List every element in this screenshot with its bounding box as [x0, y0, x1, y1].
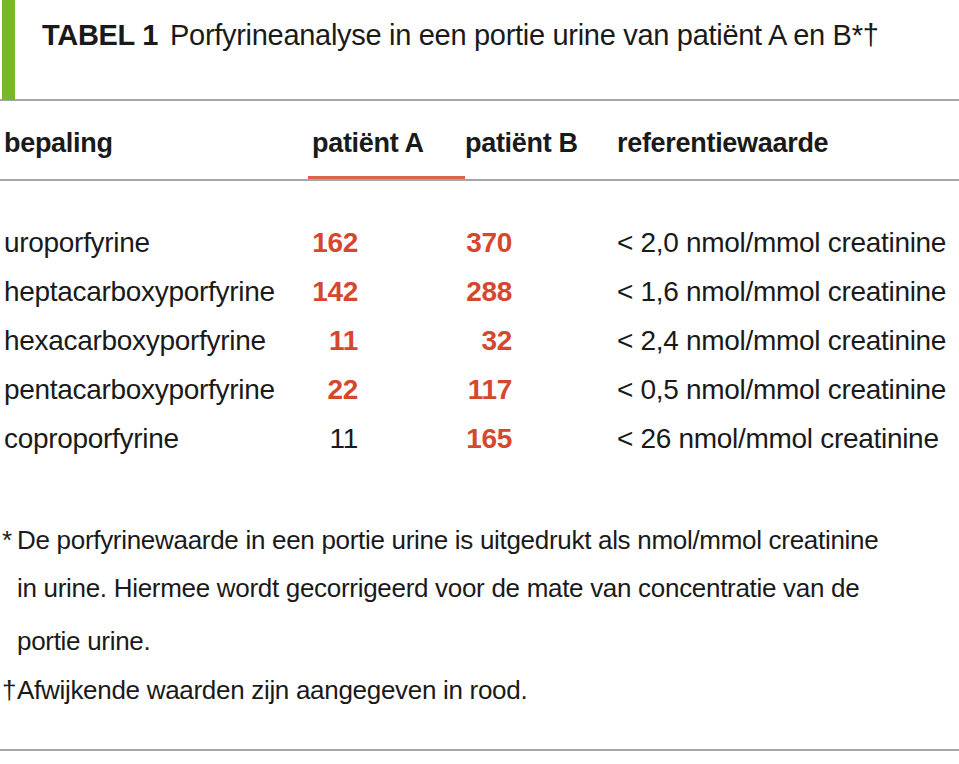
table-number: TABEL 1 — [42, 19, 158, 51]
patient-a-red-underline — [308, 176, 465, 179]
row-label: uroporfyrine — [4, 218, 150, 267]
accent-bar — [2, 0, 15, 100]
table-title: TABEL 1 Porfyrineanalyse in een portie ur… — [42, 12, 878, 58]
row-label: heptacarboxyporfyrine — [4, 267, 275, 316]
footnote-line: in urine. Hiermee wordt gecorrigeerd voo… — [2, 564, 957, 612]
patient-b-value: 117 — [392, 365, 512, 414]
reference-value: < 26 nmol/mmol creatinine — [617, 414, 939, 463]
footnote-line: † Afwijkende waarden zijn aangegeven in … — [2, 666, 957, 714]
table-caption: Porfyrineanalyse in een portie urine van… — [170, 19, 878, 51]
patient-a-value: 11 — [238, 316, 358, 365]
patient-b-value: 32 — [392, 316, 512, 365]
column-header-referentiewaarde: referentiewaarde — [617, 120, 828, 166]
patient-a-value: 162 — [238, 218, 358, 267]
row-label: pentacarboxyporfyrine — [4, 365, 275, 414]
patient-a-value: 11 — [238, 414, 358, 463]
column-header-patient-a: patiënt A — [312, 120, 424, 166]
footnote-text: in urine. Hiermee wordt gecorrigeerd voo… — [2, 564, 859, 612]
table-row: heptacarboxyporfyrine 142 288 < 1,6 nmol… — [0, 267, 959, 316]
reference-value: < 0,5 nmol/mmol creatinine — [617, 365, 946, 414]
row-label: coproporfyrine — [4, 414, 179, 463]
patient-b-value: 370 — [392, 218, 512, 267]
footnote-dagger-marker: † — [2, 666, 16, 714]
patient-b-value: 165 — [392, 414, 512, 463]
table-row: coproporfyrine 11 165 < 26 nmol/mmol cre… — [0, 414, 959, 463]
table-row: hexacarboxyporfyrine 11 32 < 2,4 nmol/mm… — [0, 316, 959, 365]
footnote-line: portie urine. — [2, 617, 957, 665]
header-divider — [0, 179, 959, 181]
table-row: pentacarboxyporfyrine 22 117 < 0,5 nmol/… — [0, 365, 959, 414]
patient-a-value: 22 — [238, 365, 358, 414]
table-row: uroporfyrine 162 370 < 2,0 nmol/mmol cre… — [0, 218, 959, 267]
reference-value: < 2,0 nmol/mmol creatinine — [617, 218, 946, 267]
row-label: hexacarboxyporfyrine — [4, 316, 266, 365]
footnote-asterisk-marker: * — [2, 516, 12, 564]
table-figure: TABEL 1 Porfyrineanalyse in een portie ur… — [0, 0, 959, 764]
column-header-patient-b: patiënt B — [465, 120, 578, 166]
top-divider — [0, 99, 959, 101]
reference-value: < 1,6 nmol/mmol creatinine — [617, 267, 946, 316]
footnote-text: De porfyrinewaarde in een portie urine i… — [2, 516, 878, 564]
footnote-line: * De porfyrinewaarde in een portie urine… — [2, 516, 957, 564]
patient-b-value: 288 — [392, 267, 512, 316]
bottom-divider — [0, 749, 959, 751]
footnote-text: Afwijkende waarden zijn aangegeven in ro… — [2, 666, 527, 714]
column-header-bepaling: bepaling — [4, 120, 113, 166]
patient-a-value: 142 — [238, 267, 358, 316]
reference-value: < 2,4 nmol/mmol creatinine — [617, 316, 946, 365]
footnote-text: portie urine. — [2, 617, 150, 665]
